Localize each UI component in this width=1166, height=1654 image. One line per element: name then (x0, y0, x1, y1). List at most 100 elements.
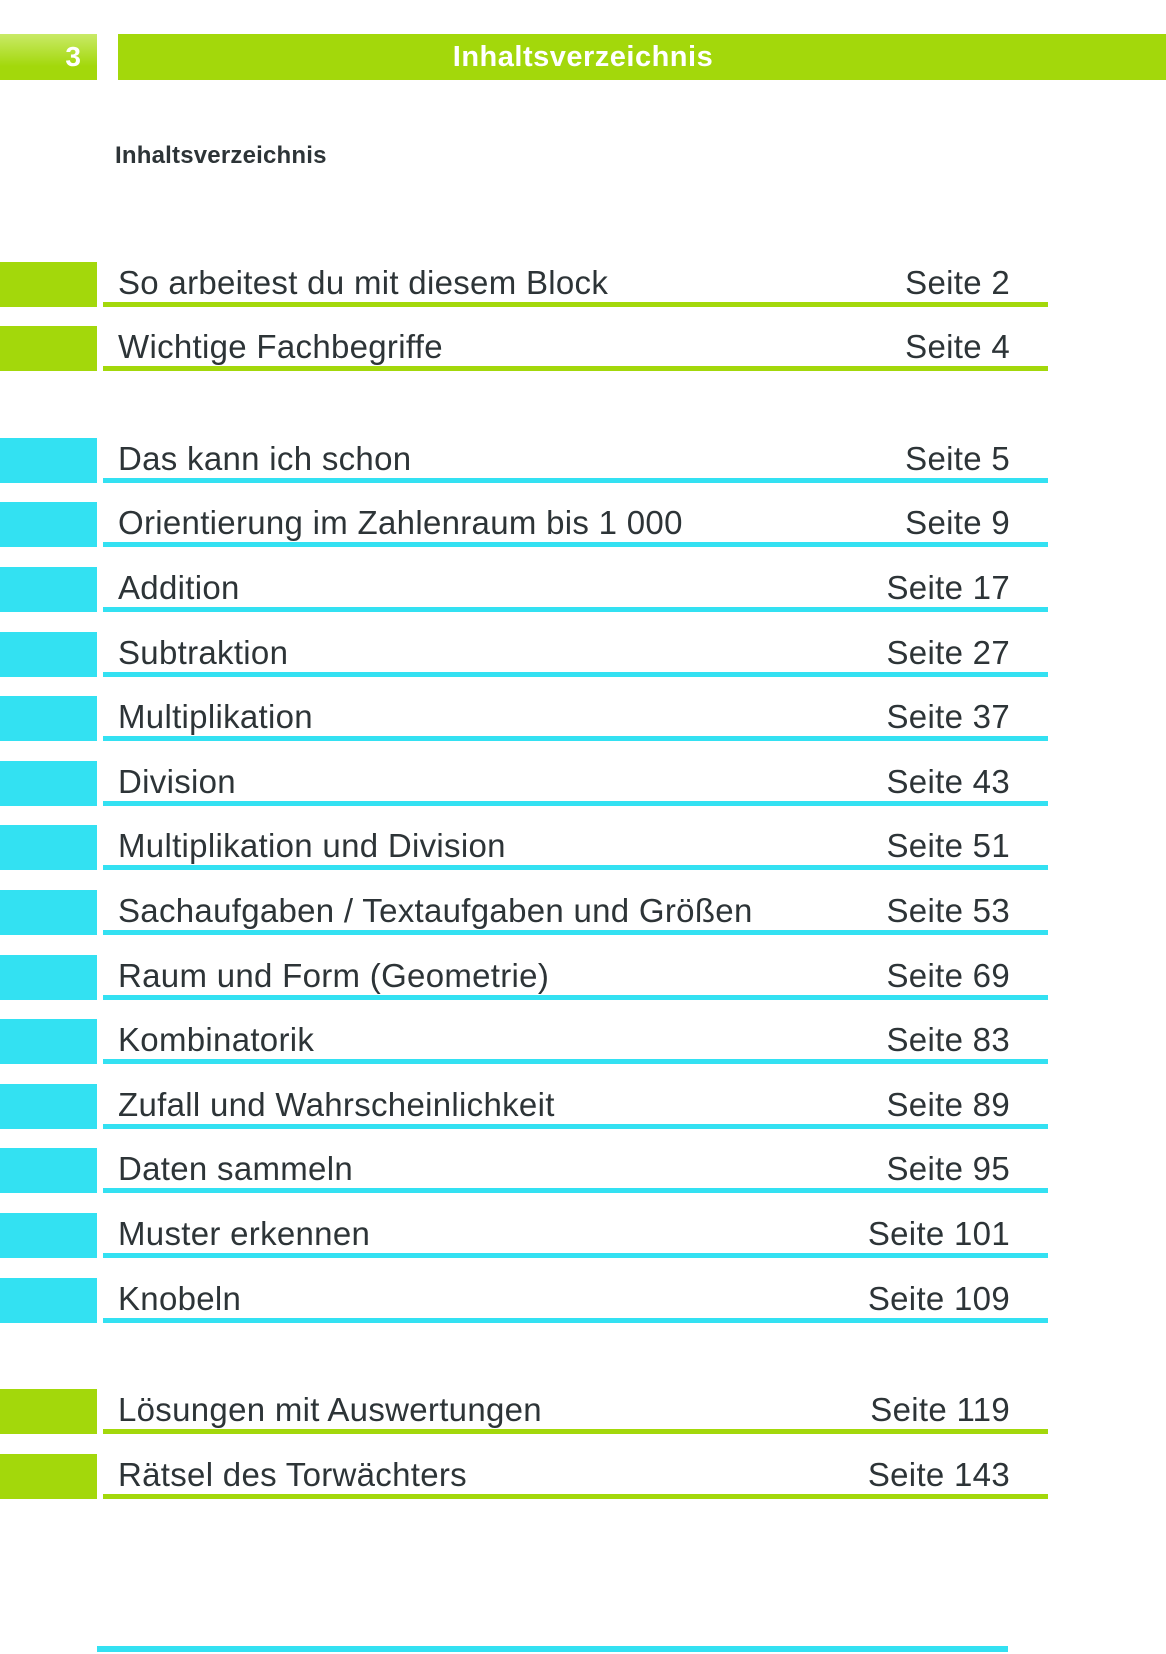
entry-title: Knobeln (118, 1279, 242, 1317)
toc-list: So arbeitest du mit diesem Block Seite 2… (0, 242, 1166, 1499)
entry-color-block (0, 326, 97, 372)
entry-underline (103, 736, 1048, 742)
entry-page-label: Seite 119 (870, 1391, 1010, 1429)
toc-entry: Multiplikation Seite 37 (0, 677, 1166, 742)
entry-page-label: Seite 4 (905, 328, 1010, 366)
group-gap (0, 371, 1166, 418)
entry-page-label: Seite 143 (867, 1455, 1010, 1493)
entry-title: Division (118, 762, 236, 800)
entry-color-block (0, 437, 97, 483)
entry-title: Wichtige Fachbegriffe (118, 328, 443, 366)
toc-entry: Wichtige Fachbegriffe Seite 4 (0, 307, 1166, 372)
toc-entry: Division Seite 43 (0, 741, 1166, 806)
entry-page-label: Seite 83 (886, 1021, 1010, 1059)
entry-title: Subtraktion (118, 633, 289, 671)
entry-color-block (0, 1277, 97, 1323)
entry-page-label: Seite 89 (886, 1085, 1010, 1123)
entry-color-block (0, 566, 97, 612)
entry-color-block (0, 825, 97, 871)
toc-entry: Subtraktion Seite 27 (0, 612, 1166, 677)
entry-title: Multiplikation und Division (118, 827, 506, 865)
group-gap (0, 1323, 1166, 1370)
entry-underline (103, 929, 1048, 935)
entry-color-block (0, 760, 97, 806)
toc-entry: Zufall und Wahrscheinlichkeit Seite 89 (0, 1064, 1166, 1129)
entry-underline (103, 1252, 1048, 1258)
toc-entry: Lösungen mit Auswertungen Seite 119 (0, 1370, 1166, 1435)
page-header: 3 Inhaltsverzeichnis (0, 34, 1166, 80)
entry-underline (103, 865, 1048, 871)
entry-page-label: Seite 17 (886, 568, 1010, 606)
entry-color-block (0, 1148, 97, 1194)
entry-page-label: Seite 51 (886, 827, 1010, 865)
banner-title: Inhaltsverzeichnis (452, 41, 714, 73)
entry-title: Rätsel des Torwächters (118, 1455, 467, 1493)
entry-color-block (0, 889, 97, 935)
toc-entry: Multiplikation und Division Seite 51 (0, 806, 1166, 871)
page-number-box: 3 (0, 34, 97, 80)
toc-entry: Das kann ich schon Seite 5 (0, 418, 1166, 483)
entry-underline (103, 1493, 1048, 1499)
toc-entry: Addition Seite 17 (0, 547, 1166, 612)
entry-underline (103, 994, 1048, 1000)
entry-title: Lösungen mit Auswertungen (118, 1391, 542, 1429)
entry-color-block (0, 631, 97, 677)
entry-page-label: Seite 27 (886, 633, 1010, 671)
entry-underline (103, 1429, 1048, 1435)
entry-page-label: Seite 69 (886, 956, 1010, 994)
entry-title: Raum und Form (Geometrie) (118, 956, 550, 994)
entry-underline (103, 477, 1048, 483)
entry-title: Multiplikation (118, 698, 313, 736)
entry-color-block (0, 1019, 97, 1065)
entry-underline (103, 301, 1048, 307)
entry-title: So arbeitest du mit diesem Block (118, 263, 609, 301)
entry-title: Orientierung im Zahlenraum bis 1 000 (118, 504, 683, 542)
toc-entry: Sachaufgaben / Textaufgaben und Größen S… (0, 870, 1166, 935)
entry-color-block (0, 696, 97, 742)
toc-entry: Raum und Form (Geometrie) Seite 69 (0, 935, 1166, 1000)
entry-underline (103, 800, 1048, 806)
header-banner: Inhaltsverzeichnis (118, 34, 1166, 80)
toc-entry: Knobeln Seite 109 (0, 1258, 1166, 1323)
entry-underline (103, 366, 1048, 372)
entry-underline (103, 1123, 1048, 1129)
toc-entry: Orientierung im Zahlenraum bis 1 000 Sei… (0, 483, 1166, 548)
toc-entry: Muster erkennen Seite 101 (0, 1193, 1166, 1258)
entry-page-label: Seite 43 (886, 762, 1010, 800)
entry-underline (103, 671, 1048, 677)
entry-underline (103, 1188, 1048, 1194)
entry-title: Addition (118, 568, 240, 606)
entry-page-label: Seite 53 (886, 891, 1010, 929)
entry-color-block (0, 954, 97, 1000)
entry-title: Daten sammeln (118, 1150, 353, 1188)
entry-underline (103, 606, 1048, 612)
entry-color-block (0, 502, 97, 548)
entry-color-block (0, 261, 97, 307)
toc-entry: Daten sammeln Seite 95 (0, 1129, 1166, 1194)
entry-page-label: Seite 95 (886, 1150, 1010, 1188)
entry-title: Muster erkennen (118, 1214, 371, 1252)
entry-title: Zufall und Wahrscheinlichkeit (118, 1085, 555, 1123)
entry-page-label: Seite 109 (867, 1279, 1010, 1317)
entry-title: Kombinatorik (118, 1021, 315, 1059)
entry-color-block (0, 1453, 97, 1499)
toc-entry: So arbeitest du mit diesem Block Seite 2 (0, 242, 1166, 307)
entry-page-label: Seite 101 (867, 1214, 1010, 1252)
entry-page-label: Seite 2 (905, 263, 1010, 301)
toc-heading: Inhaltsverzeichnis (115, 142, 327, 169)
entry-color-block (0, 1389, 97, 1435)
entry-page-label: Seite 9 (905, 504, 1010, 542)
entry-page-label: Seite 37 (886, 698, 1010, 736)
toc-entry: Kombinatorik Seite 83 (0, 1000, 1166, 1065)
toc-entry: Rätsel des Torwächters Seite 143 (0, 1434, 1166, 1499)
entry-underline (103, 1059, 1048, 1065)
entry-page-label: Seite 5 (905, 439, 1010, 477)
entry-color-block (0, 1083, 97, 1129)
entry-color-block (0, 1212, 97, 1258)
entry-title: Sachaufgaben / Textaufgaben und Größen (118, 891, 753, 929)
entry-title: Das kann ich schon (118, 439, 412, 477)
bottom-page-strip (97, 1646, 1008, 1652)
entry-underline (103, 542, 1048, 548)
entry-underline (103, 1317, 1048, 1323)
